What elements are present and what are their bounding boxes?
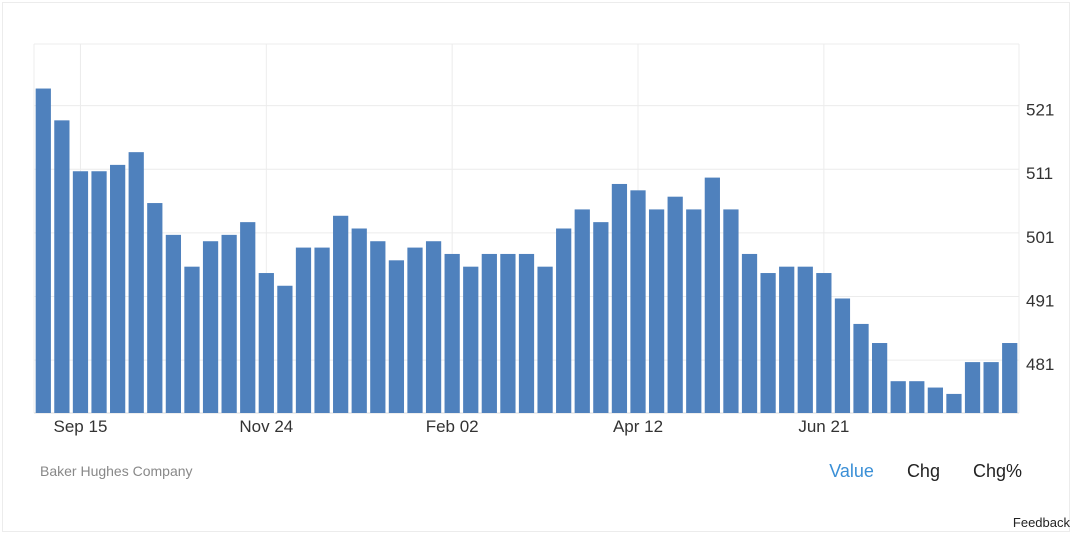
y-tick-label: 481 [1026, 355, 1054, 374]
bar [871, 343, 888, 413]
x-tick-label: Feb 02 [426, 417, 479, 436]
bar [1002, 343, 1018, 413]
bar [946, 393, 962, 413]
bar [202, 241, 219, 413]
bar [686, 209, 702, 413]
bar [425, 241, 442, 413]
bar [165, 234, 182, 413]
bar [983, 362, 999, 413]
y-axis: 481 491 501 511 521 [1026, 101, 1054, 374]
bar [258, 273, 274, 413]
bar [834, 298, 851, 413]
y-tick-label: 501 [1026, 228, 1054, 247]
x-axis: Sep 15 Nov 24 Feb 02 Apr 12 Jun 21 [54, 417, 850, 436]
bar [648, 209, 665, 413]
bar [295, 247, 312, 413]
bar [630, 190, 646, 413]
tab-chg-percent[interactable]: Chg% [972, 461, 1022, 481]
bar [91, 171, 107, 413]
bar [500, 253, 516, 413]
bar [333, 215, 349, 413]
view-tabs: Value Chg Chg% [796, 461, 1022, 482]
bar [518, 253, 535, 413]
tab-chg[interactable]: Chg [906, 461, 940, 481]
y-tick-label: 511 [1026, 164, 1053, 183]
bar [54, 120, 70, 414]
bar [351, 228, 367, 413]
bar [481, 253, 497, 413]
bar [909, 381, 925, 413]
bar [779, 266, 795, 413]
bar [741, 253, 758, 413]
bar [314, 247, 330, 413]
bar [927, 387, 943, 413]
bar [370, 241, 386, 413]
bar [72, 171, 89, 413]
bar [723, 209, 739, 413]
bar [537, 266, 553, 413]
bar [760, 273, 776, 413]
bar [797, 266, 813, 413]
bar [611, 183, 628, 413]
bar [128, 152, 144, 414]
x-tick-label: Apr 12 [613, 417, 663, 436]
bar [816, 273, 832, 413]
bar [221, 234, 237, 413]
bar [574, 209, 590, 413]
bar [184, 266, 200, 413]
bar [853, 323, 869, 413]
bar [35, 88, 51, 413]
y-tick-label: 491 [1026, 291, 1054, 310]
x-tick-label: Sep 15 [54, 417, 108, 436]
y-tick-label: 521 [1026, 101, 1054, 120]
bar [463, 266, 479, 413]
x-tick-label: Jun 21 [798, 417, 849, 436]
source-label: Baker Hughes Company [40, 463, 193, 479]
bar [556, 228, 572, 413]
bar [240, 222, 256, 413]
bars [35, 88, 1018, 414]
bar [890, 381, 906, 413]
bar [667, 196, 683, 413]
bar [388, 260, 405, 413]
bar [964, 362, 981, 413]
x-tick-label: Nov 24 [239, 417, 293, 436]
bar [277, 285, 293, 413]
bar [593, 222, 609, 413]
feedback-link[interactable]: Feedback [1012, 515, 1070, 530]
bar [407, 247, 423, 413]
bar [704, 177, 720, 413]
tab-value[interactable]: Value [829, 461, 874, 481]
chart-frame [2, 2, 1070, 532]
bar [110, 164, 126, 413]
bar [147, 203, 163, 413]
bar [444, 253, 460, 413]
